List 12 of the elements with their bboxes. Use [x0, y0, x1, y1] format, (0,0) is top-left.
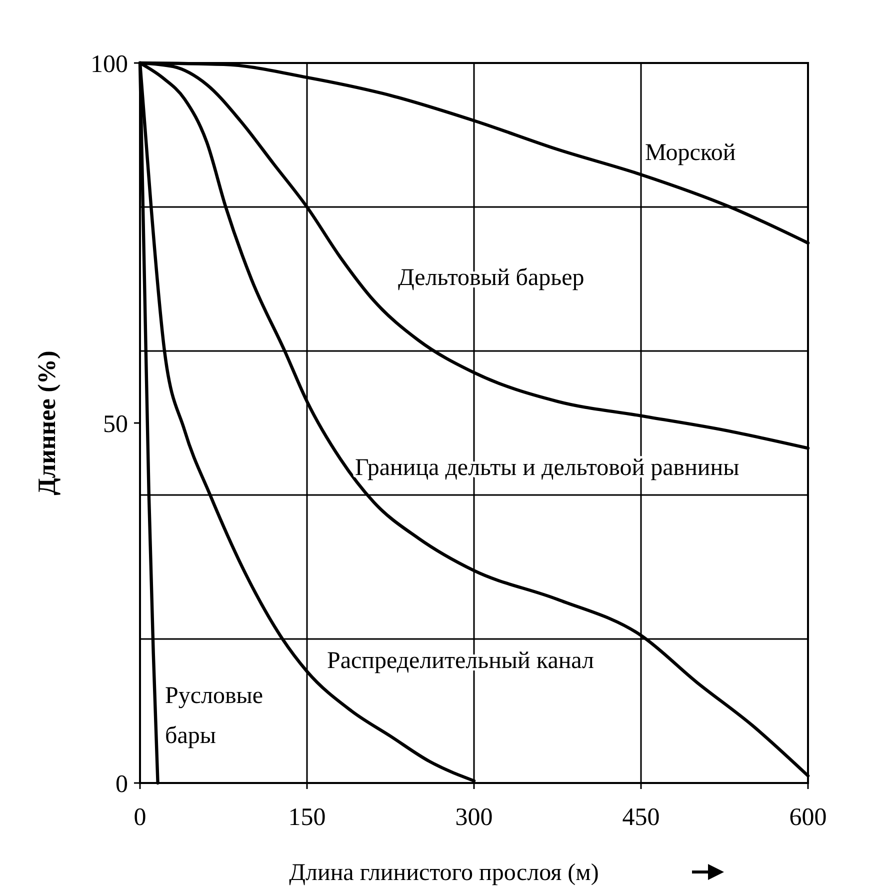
- series-label: Морской: [645, 140, 736, 166]
- y-tick-label: 0: [116, 770, 128, 798]
- x-tick-label: 600: [789, 804, 827, 831]
- y-axis-title: Длиннее (%): [34, 350, 61, 496]
- x-tick-label: 300: [455, 804, 493, 831]
- x-tick-label: 450: [622, 804, 660, 831]
- series-label: Русловые бары: [165, 683, 264, 749]
- y-tick-label: 50: [103, 410, 128, 438]
- x-axis-title: Длина глинистого прослоя (м): [289, 860, 599, 886]
- x-tick-label: 150: [288, 804, 326, 831]
- x-tick-label: 0: [134, 804, 146, 831]
- y-tick-label: 100: [90, 50, 128, 78]
